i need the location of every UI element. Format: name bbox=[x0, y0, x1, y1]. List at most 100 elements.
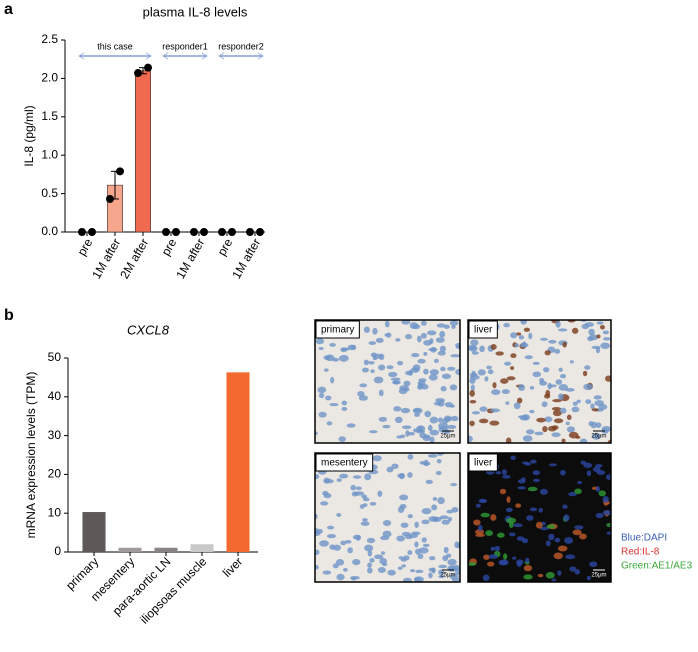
cell bbox=[320, 501, 329, 506]
cell bbox=[557, 328, 568, 332]
cell bbox=[438, 574, 446, 579]
image-label: primary bbox=[321, 325, 354, 336]
cell bbox=[442, 418, 449, 424]
cell bbox=[378, 416, 388, 422]
x-tick-label: liver bbox=[220, 554, 245, 579]
micrograph-frame bbox=[467, 452, 612, 583]
cell bbox=[372, 327, 378, 335]
cell bbox=[410, 569, 416, 573]
cell bbox=[387, 569, 396, 576]
cell bbox=[455, 368, 460, 376]
cell bbox=[592, 466, 601, 473]
cell bbox=[352, 475, 362, 479]
cell bbox=[386, 365, 394, 370]
cell bbox=[370, 369, 375, 374]
cell bbox=[414, 521, 419, 528]
cell bbox=[413, 408, 421, 412]
cell bbox=[545, 571, 555, 579]
cell bbox=[548, 463, 557, 467]
cell bbox=[423, 339, 433, 346]
cell bbox=[437, 350, 446, 356]
cell bbox=[576, 399, 581, 404]
chart-title: plasma IL-8 levels bbox=[143, 4, 248, 19]
group-label: this case bbox=[97, 41, 133, 51]
cell bbox=[403, 380, 411, 387]
cell bbox=[330, 376, 335, 384]
cell bbox=[534, 431, 544, 436]
cell bbox=[569, 360, 574, 364]
cell bbox=[382, 519, 392, 527]
data-point bbox=[116, 167, 124, 176]
cell bbox=[553, 552, 563, 560]
cell bbox=[544, 416, 553, 423]
bar bbox=[118, 547, 142, 552]
cell bbox=[415, 548, 421, 555]
cell bbox=[315, 530, 321, 536]
cell bbox=[557, 393, 564, 400]
cell bbox=[327, 525, 335, 530]
cell bbox=[551, 406, 562, 411]
cell bbox=[469, 389, 475, 397]
cell bbox=[342, 567, 348, 572]
micrograph bbox=[315, 453, 460, 582]
cell bbox=[471, 411, 481, 415]
cell bbox=[358, 395, 368, 401]
cell bbox=[424, 410, 432, 418]
cell bbox=[560, 469, 566, 476]
cell bbox=[494, 545, 501, 552]
data-point bbox=[228, 228, 236, 236]
cell bbox=[542, 426, 548, 433]
cell bbox=[513, 523, 523, 528]
cell bbox=[401, 425, 412, 430]
cell bbox=[352, 558, 361, 566]
cell bbox=[512, 556, 517, 560]
cell bbox=[440, 385, 447, 392]
cell bbox=[315, 564, 319, 570]
cell bbox=[323, 355, 332, 360]
cell bbox=[378, 364, 386, 371]
cell bbox=[537, 573, 544, 578]
cell bbox=[411, 352, 420, 358]
cell bbox=[413, 576, 424, 582]
cell bbox=[606, 474, 611, 480]
cell bbox=[548, 533, 555, 541]
cell bbox=[447, 366, 456, 371]
cell bbox=[428, 572, 433, 579]
cell bbox=[359, 504, 365, 509]
cell bbox=[524, 355, 533, 360]
cell bbox=[526, 515, 534, 521]
cell bbox=[407, 472, 413, 478]
cell bbox=[429, 416, 439, 424]
cell bbox=[335, 558, 345, 566]
cell bbox=[394, 416, 403, 424]
cell bbox=[468, 435, 473, 443]
cell bbox=[522, 461, 529, 465]
scale-bar-label: 25μm bbox=[591, 573, 606, 579]
cell bbox=[405, 334, 413, 340]
cell bbox=[582, 370, 588, 377]
cell bbox=[539, 488, 548, 495]
cell bbox=[600, 342, 610, 349]
data-point bbox=[144, 63, 152, 72]
cell bbox=[519, 415, 528, 421]
legend-entry: Blue:DAPI bbox=[621, 533, 667, 544]
cell bbox=[407, 514, 413, 519]
cell bbox=[516, 397, 523, 404]
cell bbox=[439, 515, 449, 520]
data-point bbox=[88, 228, 96, 236]
cell bbox=[441, 519, 450, 525]
cell bbox=[421, 537, 427, 543]
y-tick-label: 1.0 bbox=[41, 147, 58, 161]
cell bbox=[351, 491, 359, 497]
cell bbox=[495, 351, 504, 356]
cell bbox=[340, 347, 348, 353]
cell bbox=[454, 568, 460, 576]
group-arrowhead bbox=[218, 52, 264, 60]
cell bbox=[435, 337, 445, 343]
cell bbox=[392, 380, 401, 385]
cell bbox=[479, 406, 488, 412]
cell bbox=[495, 471, 502, 475]
cell bbox=[606, 531, 611, 535]
cell bbox=[426, 330, 437, 336]
micrograph-frame bbox=[314, 452, 461, 583]
